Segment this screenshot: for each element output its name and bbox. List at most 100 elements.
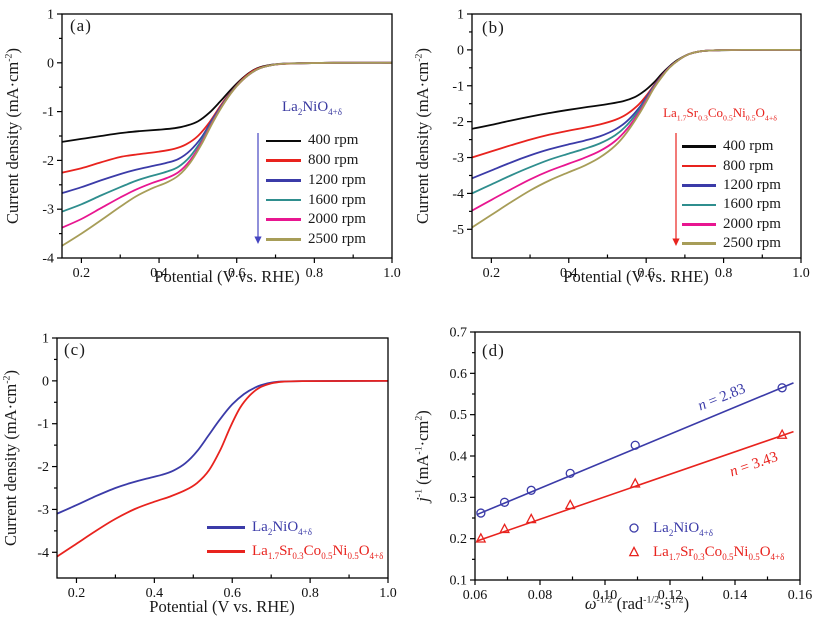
panel-a: 0.2 0.4 0.6 0.8 1.0 1 0 -1 -2 -3 -4 (a) La2NiO4+δ Pot… (0, 0, 410, 315)
legend-label: 800 rpm (308, 152, 359, 169)
y-tick-labels: 0.1 0.2 0.3 0.4 0.5 0.6 0.7 (450, 326, 468, 589)
legend-down-arrowhead-icon (672, 238, 680, 246)
panel-c-curves (57, 380, 388, 558)
x-tick-label: 0.8 (301, 586, 319, 601)
x-tick-labels: 0.2 0.4 0.6 0.8 1.0 (68, 586, 397, 601)
x-tick-label: 0.2 (483, 266, 501, 281)
y-tick-labels: 1 0 -1 -2 -3 -4 (42, 8, 54, 267)
panel-b-curves (472, 48, 801, 229)
legend-label: 2500 rpm (308, 230, 366, 247)
x-tick-label: 0.8 (715, 266, 733, 281)
axis-ticks (57, 13, 393, 263)
panel-d-tag: (d) (482, 341, 505, 360)
y-tick-label: 0 (47, 56, 54, 71)
y-tick-label: -2 (452, 115, 464, 130)
legend-line-swatch (682, 164, 716, 168)
panel-a-tag: (a) (70, 16, 92, 35)
legend-line-swatch (207, 550, 245, 554)
panel-d-y-axis-label: j-1 (mA-1·cm2) (412, 410, 432, 502)
y-tick-label: -2 (37, 460, 49, 475)
y-tick-label: 0 (457, 43, 464, 58)
curve-la-1-7-sr-0-3-co-0-5-ni-0-5-o-4 (57, 380, 388, 558)
panel-b: 0.2 0.4 0.6 0.8 1.0 1 0 -1 -2 -3 -4 -5 (b) La1.7Sr0.3… (410, 0, 821, 315)
panel-d-legend: La2NiO4+δ La1.7Sr0.3Co0.5Ni0.5O4+δ (626, 516, 784, 564)
y-tick-label: -4 (42, 252, 54, 267)
panel-d-x-axis-label: ω-1/2 (rad-1/2·s1/2) (584, 594, 690, 613)
y-tick-label: -5 (452, 223, 464, 238)
x-tick-label: 0.6 (228, 266, 246, 281)
x-tick-label: 0.10 (593, 588, 618, 603)
legend-down-arrowhead-icon (254, 236, 262, 244)
legend-line-swatch (682, 145, 716, 149)
panel-b-legend: 400 rpm 800 rpm 1200 rpm 1600 rpm 2000 rpm 25… (682, 137, 781, 253)
legend-entry-1200-rpm: 1200 rpm (682, 176, 781, 195)
y-tick-label: -3 (42, 203, 54, 218)
legend-line-swatch (682, 242, 716, 245)
panel-c-x-axis-label: Potential (V vs. RHE) (149, 597, 295, 616)
x-tick-label: 0.06 (463, 588, 488, 603)
panel-b-x-axis-label: Potential (V vs. RHE) (563, 267, 709, 286)
x-tick-label: 0.4 (150, 266, 168, 281)
legend-label: La1.7Sr0.3Co0.5Ni0.5O4+δ (252, 543, 384, 562)
legend-label: 2000 rpm (723, 215, 781, 232)
panel-a-curves (62, 61, 392, 247)
legend-entry-la-2-nio-4: La2NiO4+δ (626, 516, 784, 540)
y-tick-label: 0.4 (450, 450, 468, 465)
x-tick-label: 0.12 (658, 588, 683, 603)
x-tick-label: 1.0 (383, 266, 401, 281)
legend-label: 800 rpm (723, 157, 774, 174)
legend-entry-la-1-7-sr-0-3-co-0-5-ni-0-5-o-4: La1.7Sr0.3Co0.5Ni0.5O4+δ (207, 540, 383, 565)
legend-entry-2000-rpm: 2000 rpm (682, 215, 781, 234)
x-tick-label: 1.0 (379, 586, 397, 601)
triangle-marker-icon (628, 545, 640, 557)
legend-entry-800-rpm: 800 rpm (682, 156, 781, 175)
legend-entry-1600-rpm: 1600 rpm (266, 190, 366, 210)
panel-c-legend: La2NiO4+δ La1.7Sr0.3Co0.5Ni0.5O4+δ (207, 515, 383, 564)
legend-entry-1200-rpm: 1200 rpm (266, 170, 366, 190)
legend-label: 2500 rpm (723, 235, 781, 252)
x-tick-label: 0.4 (146, 586, 164, 601)
legend-label: 400 rpm (308, 132, 359, 149)
panel-b-title: La1.7Sr0.3Co0.5Ni0.5O4+δ (663, 105, 777, 123)
legend-label: 1200 rpm (723, 177, 781, 194)
legend-entry-la-1-7-sr-0-3-co-0-5-ni-0-5-o-4: La1.7Sr0.3Co0.5Ni0.5O4+δ (626, 540, 784, 564)
y-tick-label: 0 (42, 374, 49, 389)
x-tick-label: 0.4 (560, 266, 578, 281)
y-tick-label: 1 (457, 8, 464, 23)
x-tick-labels: 0.06 0.08 0.10 0.12 0.14 0.16 (463, 588, 813, 603)
axis-ticks (467, 13, 802, 263)
x-tick-label: 1.0 (792, 266, 810, 281)
circle-marker-icon (629, 523, 639, 533)
legend-label: La1.7Sr0.3Co0.5Ni0.5O4+δ (653, 543, 785, 562)
x-tick-label: 0.8 (306, 266, 324, 281)
legend-line-swatch (266, 159, 301, 162)
y-tick-label: 0.6 (450, 367, 468, 382)
axis-ticks (52, 337, 389, 583)
legend-line-swatch (266, 178, 301, 182)
legend-entry-400-rpm: 400 rpm (682, 137, 781, 156)
x-tick-label: 0.14 (723, 588, 748, 603)
legend-line-swatch (682, 184, 716, 187)
y-tick-label: -1 (37, 417, 49, 432)
legend-line-swatch (207, 525, 245, 529)
y-tick-label: 0.5 (450, 408, 468, 423)
y-tick-label: 1 (42, 332, 49, 347)
y-tick-labels: 1 0 -1 -2 -3 -4 -5 (452, 8, 464, 238)
y-tick-label: -1 (452, 79, 464, 94)
plot-border (56, 337, 389, 579)
x-tick-label: 0.6 (223, 586, 241, 601)
legend-line-swatch (682, 203, 716, 207)
legend-entry-400-rpm: 400 rpm (266, 131, 366, 151)
panel-c-tag: (c) (64, 340, 86, 359)
legend-entry-2500-rpm: 2500 rpm (266, 229, 366, 249)
y-tick-label: -3 (452, 151, 464, 166)
x-tick-labels: 0.2 0.4 0.6 0.8 1.0 (73, 266, 401, 281)
markers-la-1-7-sr-0-3-co-0-5-ni-0-5-o-4 (475, 428, 788, 543)
legend-line-swatch (682, 222, 716, 226)
legend-entry-2000-rpm: 2000 rpm (266, 210, 366, 230)
legend-line-swatch (266, 198, 301, 202)
x-tick-label: 0.6 (637, 266, 655, 281)
legend-entry-2500-rpm: 2500 rpm (682, 234, 781, 253)
legend-entry-1600-rpm: 1600 rpm (682, 195, 781, 214)
panel-a-legend: 400 rpm 800 rpm 1200 rpm 1600 rpm 2000 rpm 25… (266, 131, 366, 249)
